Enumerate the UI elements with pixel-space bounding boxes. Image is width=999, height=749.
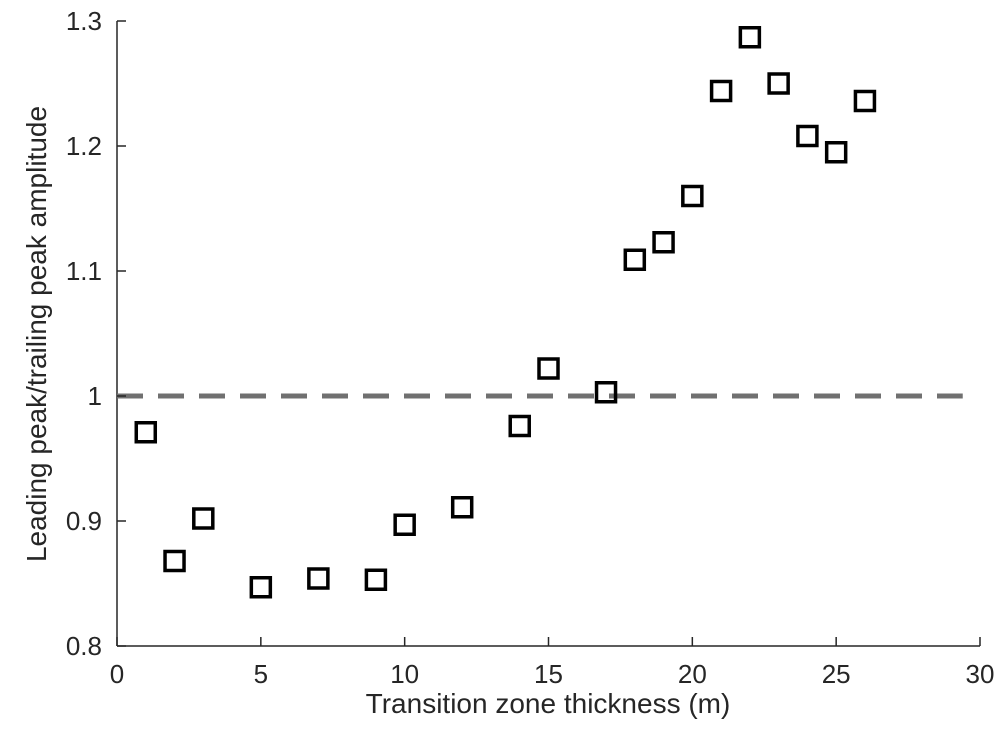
x-tick-label: 10 <box>390 659 419 689</box>
x-tick-label: 0 <box>110 659 124 689</box>
data-point <box>853 89 877 113</box>
y-tick-label: 1.1 <box>66 256 102 286</box>
data-point <box>709 79 733 103</box>
x-axis-label: Transition zone thickness (m) <box>366 688 731 719</box>
y-tick-label: 0.8 <box>66 631 102 661</box>
data-point <box>508 414 531 438</box>
data-point <box>249 576 273 599</box>
x-tick-label: 15 <box>534 659 563 689</box>
y-tick-label: 1.3 <box>66 6 102 36</box>
y-axis-label: Leading peak/trailing peak amplitude <box>21 106 52 562</box>
data-point <box>738 26 762 49</box>
x-tick-label: 25 <box>822 659 851 689</box>
data-point <box>652 231 675 254</box>
data-point <box>134 421 158 444</box>
tick-layer: 0 5 10 15 20 25 30 0.8 0.9 1 1.1 1.2 1.3 <box>66 6 995 689</box>
data-points <box>134 26 877 599</box>
data-point <box>796 124 819 148</box>
data-point <box>192 507 215 530</box>
x-tick-label: 30 <box>966 659 995 689</box>
data-point <box>594 381 618 404</box>
data-point <box>537 357 560 380</box>
data-point <box>364 568 388 591</box>
data-point <box>163 549 186 573</box>
y-tick-label: 0.9 <box>66 506 102 536</box>
data-point <box>393 513 416 536</box>
data-point <box>450 496 474 519</box>
data-point <box>824 141 848 164</box>
y-tick-label: 1.2 <box>66 131 102 161</box>
x-tick-label: 20 <box>678 659 707 689</box>
data-point <box>681 184 704 208</box>
data-point <box>307 567 330 590</box>
x-tick-label: 5 <box>254 659 268 689</box>
y-tick-label: 1 <box>88 381 102 411</box>
data-point <box>767 72 790 95</box>
axes <box>116 21 980 647</box>
data-point <box>623 248 647 271</box>
